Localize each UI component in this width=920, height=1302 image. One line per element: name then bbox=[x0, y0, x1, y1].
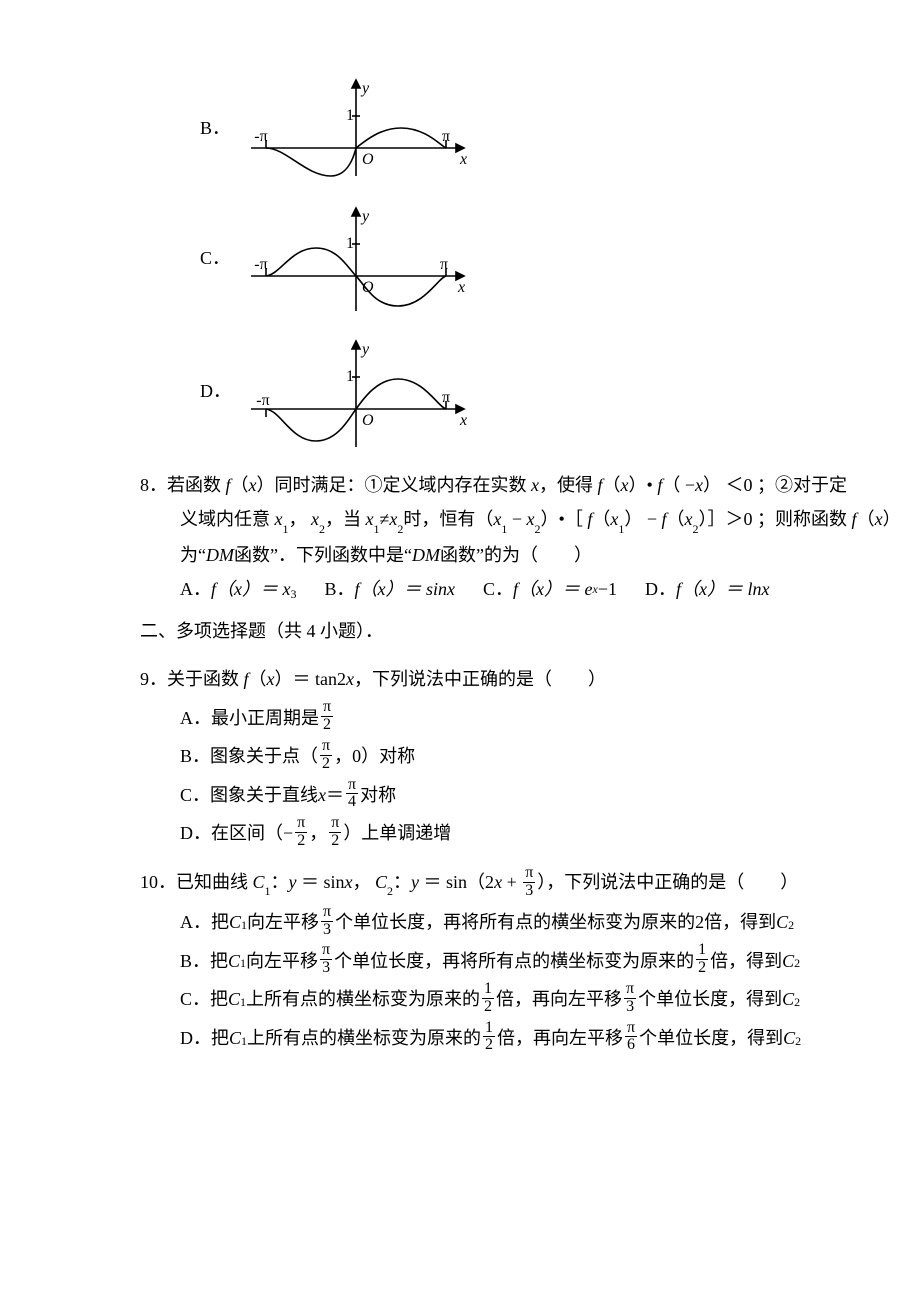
option-c-row: C． -π π 1 y x O bbox=[200, 196, 920, 321]
svg-text:x: x bbox=[459, 412, 467, 429]
svg-text:x: x bbox=[457, 279, 465, 296]
q9-choice-c[interactable]: C．图象关于直线x ＝ π4对称 bbox=[180, 778, 920, 813]
frac-pi-4: π4 bbox=[346, 777, 358, 812]
option-c-graph: -π π 1 y x O bbox=[236, 196, 476, 321]
q9-choices: A．最小正周期是π2 B．图象关于点（π2，0）对称 C．图象关于直线x ＝ π… bbox=[140, 700, 920, 850]
q9-stem: 9．关于函数 f（x）＝ tan2x，下列说法中正确的是（ ） bbox=[140, 662, 920, 696]
q10-choice-a[interactable]: A．把C1向左平移π3个单位长度，再将所有点的横坐标变为原来的2倍，得到C2 bbox=[180, 905, 920, 940]
svg-text:1: 1 bbox=[346, 368, 354, 385]
svg-text:-π: -π bbox=[256, 392, 269, 409]
frac-pi-3: π3 bbox=[523, 865, 535, 900]
x-axis-label: x bbox=[459, 151, 467, 168]
question-9: 9．关于函数 f（x）＝ tan2x，下列说法中正确的是（ ） A．最小正周期是… bbox=[140, 662, 920, 851]
q8-choice-a[interactable]: A．f（x）＝ x3 bbox=[180, 572, 296, 606]
q8-choice-d[interactable]: D．f（x）＝ lnx bbox=[645, 572, 769, 606]
q10-number: 10． bbox=[140, 872, 176, 892]
option-c-label: C． bbox=[200, 241, 236, 275]
section-2-title: 二、多项选择题（共 4 小题）． bbox=[140, 614, 920, 648]
neg-pi-label: -π bbox=[254, 128, 267, 145]
svg-text:π: π bbox=[440, 256, 448, 273]
svg-text:y: y bbox=[360, 208, 370, 225]
q8-choices: A．f（x）＝ x3 B．f（x）＝ sinx C．f（x）＝ ex −1 D．… bbox=[140, 572, 920, 606]
q8-stem-line3: 为“DM函数”．下列函数中是“DM函数”的为（ ） bbox=[140, 538, 920, 572]
q10-stem: 10．已知曲线 C1：y ＝ sinx， C2：y ＝ sin（2x + π3）… bbox=[140, 865, 920, 901]
q9-choice-d[interactable]: D．在区间（−π2，π2）上单调递增 bbox=[180, 816, 920, 851]
option-b-row: B． -π π 1 y x O bbox=[200, 68, 920, 188]
question-10: 10．已知曲线 C1：y ＝ sinx， C2：y ＝ sin（2x + π3）… bbox=[140, 865, 920, 1056]
svg-text:O: O bbox=[362, 412, 374, 429]
q10-choice-d[interactable]: D．把C1上所有点的横坐标变为原来的12倍，再向左平移π6个单位长度，得到C2 bbox=[180, 1021, 920, 1056]
frac-pi-2: π2 bbox=[321, 699, 333, 734]
origin-label: O bbox=[362, 151, 374, 168]
option-d-row: D． -π π 1 y x O bbox=[200, 329, 920, 454]
q8-choice-c[interactable]: C．f（x）＝ ex −1 bbox=[483, 572, 617, 606]
option-d-graph: -π π 1 y x O bbox=[236, 329, 476, 454]
q10-choice-c[interactable]: C．把C1上所有点的横坐标变为原来的12倍，再向左平移π3个单位长度，得到C2 bbox=[180, 982, 920, 1017]
svg-text:-π: -π bbox=[254, 256, 267, 273]
q8-stem: 8．若函数 f（x）同时满足：①定义域内存在实数 x，使得 f（x）• f（ −… bbox=[140, 468, 920, 502]
option-b-graph: -π π 1 y x O bbox=[236, 68, 476, 188]
svg-text:y: y bbox=[360, 341, 370, 358]
q9-choice-a[interactable]: A．最小正周期是π2 bbox=[180, 700, 920, 735]
q9-choice-b[interactable]: B．图象关于点（π2，0）对称 bbox=[180, 739, 920, 774]
q8-choice-b[interactable]: B．f（x）＝ sinx bbox=[324, 572, 455, 606]
q8-stem-line2: 义域内任意 x1， x2，当 x1≠x2时，恒有（x1 − x2）•［ f（x1… bbox=[140, 502, 920, 537]
option-d-label: D． bbox=[200, 374, 236, 408]
frac-pi-2: π2 bbox=[329, 815, 341, 850]
q9-number: 9． bbox=[140, 669, 167, 689]
svg-text:1: 1 bbox=[346, 235, 354, 252]
frac-pi-2: π2 bbox=[295, 815, 307, 850]
q10-choices: A．把C1向左平移π3个单位长度，再将所有点的横坐标变为原来的2倍，得到C2 B… bbox=[140, 905, 920, 1055]
question-8: 8．若函数 f（x）同时满足：①定义域内存在实数 x，使得 f（x）• f（ −… bbox=[140, 468, 920, 606]
frac-pi-2: π2 bbox=[320, 738, 332, 773]
q10-choice-b[interactable]: B．把C1向左平移π3个单位长度，再将所有点的横坐标变为原来的12倍，得到C2 bbox=[180, 943, 920, 978]
q7-graph-options: B． -π π 1 y x O C． bbox=[140, 68, 920, 454]
option-b-label: B． bbox=[200, 111, 236, 145]
y-axis-label: y bbox=[360, 80, 370, 97]
pos-pi-label: π bbox=[442, 128, 450, 145]
svg-text:π: π bbox=[442, 389, 450, 406]
q8-number: 8． bbox=[140, 475, 167, 495]
one-label: 1 bbox=[346, 107, 354, 124]
svg-text:O: O bbox=[362, 279, 374, 296]
